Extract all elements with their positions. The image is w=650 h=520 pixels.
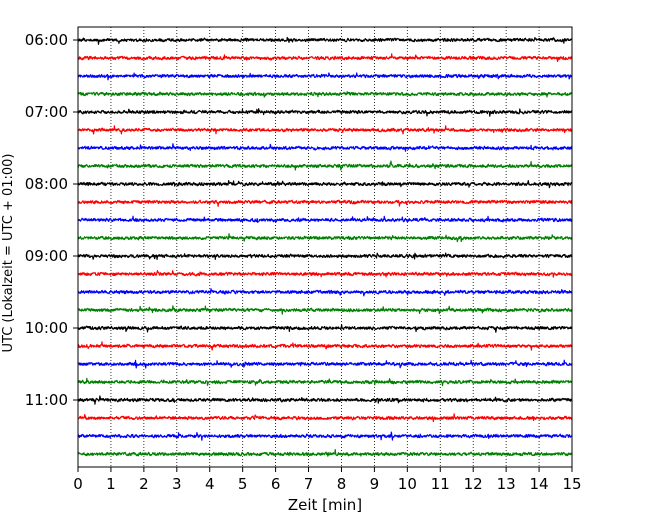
y-tick-label-0700: 07:00 <box>25 103 68 121</box>
x-tick-label-12: 12 <box>464 475 483 493</box>
y-tick-label-1000: 10:00 <box>25 319 68 337</box>
y-axis-ticks: 06:00 07:00 08:00 09:00 10:00 11:00 <box>25 31 78 409</box>
x-tick-label-8: 8 <box>337 475 347 493</box>
x-tick-label-2: 2 <box>139 475 149 493</box>
trace-14 <box>77 269 573 278</box>
x-axis-title: Zeit [min] <box>288 496 362 514</box>
plot-frame <box>77 26 573 468</box>
x-tick-label-0: 0 <box>73 475 83 493</box>
trace-9 <box>77 179 573 189</box>
trace-5 <box>77 108 573 117</box>
x-axis-ticks: 0 1 2 3 4 5 6 7 8 9 10 11 12 13 14 15 <box>73 467 582 493</box>
trace-10 <box>77 199 573 207</box>
y-tick-label-0800: 08:00 <box>25 175 68 193</box>
trace-4 <box>77 91 573 98</box>
x-tick-label-13: 13 <box>497 475 516 493</box>
trace-20 <box>77 377 573 387</box>
trace-22 <box>77 413 573 423</box>
x-tick-label-6: 6 <box>271 475 281 493</box>
trace-3 <box>77 72 573 81</box>
trace-8 <box>77 160 573 171</box>
trace-12 <box>77 233 573 243</box>
x-tick-label-5: 5 <box>238 475 248 493</box>
x-tick-label-10: 10 <box>398 475 417 493</box>
seismic-traces <box>77 36 573 457</box>
trace-6 <box>77 125 573 135</box>
trace-24 <box>77 449 573 457</box>
x-tick-label-1: 1 <box>106 475 116 493</box>
x-tick-label-14: 14 <box>530 475 549 493</box>
x-tick-label-15: 15 <box>562 475 581 493</box>
vertical-grid <box>110 27 540 467</box>
y-tick-label-0600: 06:00 <box>25 31 68 49</box>
trace-1 <box>77 36 573 45</box>
y-axis-title: UTC (Lokalzeit = UTC + 01:00) <box>1 154 16 353</box>
x-tick-label-7: 7 <box>304 475 314 493</box>
y-tick-label-0900: 09:00 <box>25 247 68 265</box>
trace-7 <box>77 143 573 152</box>
trace-23 <box>77 431 573 441</box>
trace-2 <box>77 53 573 63</box>
trace-13 <box>77 252 573 261</box>
x-tick-label-9: 9 <box>370 475 380 493</box>
x-tick-label-3: 3 <box>172 475 182 493</box>
trace-15 <box>77 288 573 297</box>
trace-19 <box>77 359 573 369</box>
x-tick-label-11: 11 <box>431 475 450 493</box>
x-tick-label-4: 4 <box>205 475 215 493</box>
trace-17 <box>77 324 573 333</box>
trace-18 <box>77 341 573 351</box>
trace-16 <box>77 305 573 315</box>
y-tick-label-1100: 11:00 <box>25 391 68 409</box>
trace-21 <box>77 395 573 405</box>
trace-11 <box>77 215 573 223</box>
